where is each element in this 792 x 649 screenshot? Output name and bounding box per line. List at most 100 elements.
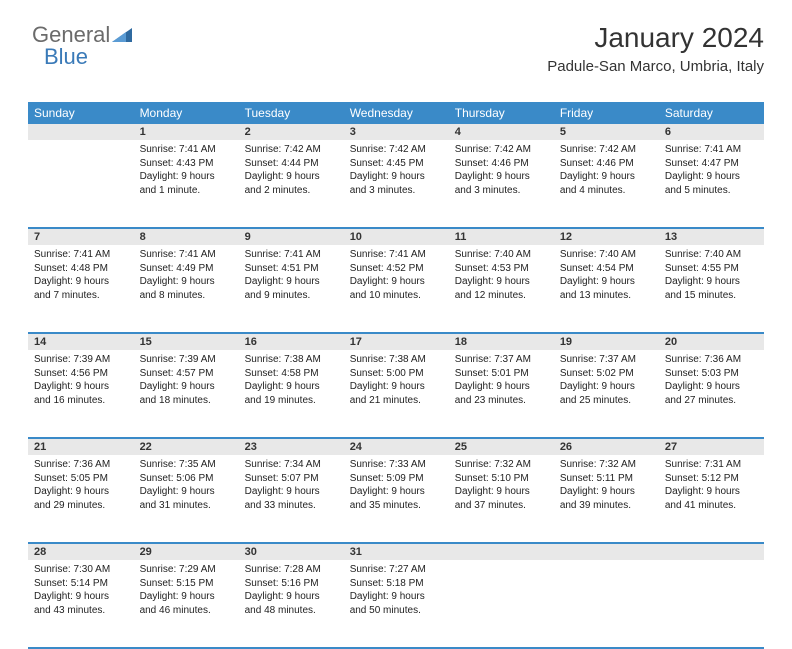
weekday-header: Saturday (658, 102, 763, 124)
daylight-line: Daylight: 9 hours and 29 minutes. (34, 485, 127, 512)
sunrise-line: Sunrise: 7:39 AM (140, 353, 232, 367)
day-number-cell: 17 (343, 333, 448, 350)
sunrise-line: Sunrise: 7:41 AM (665, 143, 757, 157)
day-number-cell: 13 (658, 228, 763, 245)
day-number-cell: 27 (658, 438, 763, 455)
sunset-line: Sunset: 4:46 PM (455, 157, 547, 171)
daynum-row: 78910111213 (28, 228, 764, 245)
daylight-line: Daylight: 9 hours and 4 minutes. (560, 170, 652, 197)
day-content-cell: Sunrise: 7:32 AMSunset: 5:11 PMDaylight:… (553, 455, 658, 543)
day-content-cell (448, 560, 553, 648)
sunset-line: Sunset: 4:57 PM (140, 367, 232, 381)
daylight-line: Daylight: 9 hours and 3 minutes. (455, 170, 547, 197)
sunrise-line: Sunrise: 7:39 AM (34, 353, 127, 367)
sunset-line: Sunset: 4:47 PM (665, 157, 757, 171)
sunset-line: Sunset: 4:56 PM (34, 367, 127, 381)
day-number-cell: 5 (553, 124, 658, 140)
sunrise-line: Sunrise: 7:42 AM (560, 143, 652, 157)
day-number-cell: 18 (448, 333, 553, 350)
day-number-cell: 19 (553, 333, 658, 350)
sunrise-line: Sunrise: 7:32 AM (560, 458, 652, 472)
day-content-cell: Sunrise: 7:41 AMSunset: 4:47 PMDaylight:… (658, 140, 763, 228)
daylight-line: Daylight: 9 hours and 19 minutes. (245, 380, 337, 407)
sunrise-line: Sunrise: 7:42 AM (245, 143, 337, 157)
day-content-cell: Sunrise: 7:29 AMSunset: 5:15 PMDaylight:… (133, 560, 238, 648)
day-content-cell: Sunrise: 7:39 AMSunset: 4:56 PMDaylight:… (28, 350, 133, 438)
sunrise-line: Sunrise: 7:41 AM (34, 248, 127, 262)
day-number-cell: 29 (133, 543, 238, 560)
daylight-line: Daylight: 9 hours and 39 minutes. (560, 485, 652, 512)
sunrise-line: Sunrise: 7:38 AM (245, 353, 337, 367)
weekday-header: Thursday (448, 102, 553, 124)
day-content-cell: Sunrise: 7:41 AMSunset: 4:52 PMDaylight:… (343, 245, 448, 333)
daylight-line: Daylight: 9 hours and 33 minutes. (245, 485, 337, 512)
day-content-cell: Sunrise: 7:40 AMSunset: 4:53 PMDaylight:… (448, 245, 553, 333)
logo-text-blue: Blue (44, 44, 88, 69)
sunset-line: Sunset: 5:10 PM (455, 472, 547, 486)
day-content-cell: Sunrise: 7:31 AMSunset: 5:12 PMDaylight:… (658, 455, 763, 543)
daynum-row: 14151617181920 (28, 333, 764, 350)
day-number-cell: 21 (28, 438, 133, 455)
day-number-cell: 23 (238, 438, 343, 455)
sunset-line: Sunset: 4:46 PM (560, 157, 652, 171)
day-content-cell: Sunrise: 7:40 AMSunset: 4:54 PMDaylight:… (553, 245, 658, 333)
daylight-line: Daylight: 9 hours and 10 minutes. (350, 275, 442, 302)
sunset-line: Sunset: 4:52 PM (350, 262, 442, 276)
sunrise-line: Sunrise: 7:27 AM (350, 563, 442, 577)
day-content-cell: Sunrise: 7:42 AMSunset: 4:44 PMDaylight:… (238, 140, 343, 228)
weekday-header: Monday (133, 102, 238, 124)
sunset-line: Sunset: 5:06 PM (140, 472, 232, 486)
logo-triangle-icon (112, 22, 132, 48)
sunrise-line: Sunrise: 7:36 AM (665, 353, 757, 367)
sunset-line: Sunset: 5:05 PM (34, 472, 127, 486)
day-number-cell: 28 (28, 543, 133, 560)
content-row: Sunrise: 7:41 AMSunset: 4:48 PMDaylight:… (28, 245, 764, 333)
daylight-line: Daylight: 9 hours and 13 minutes. (560, 275, 652, 302)
sunrise-line: Sunrise: 7:32 AM (455, 458, 547, 472)
daynum-row: 123456 (28, 124, 764, 140)
sunrise-line: Sunrise: 7:41 AM (245, 248, 337, 262)
daylight-line: Daylight: 9 hours and 31 minutes. (140, 485, 232, 512)
sunrise-line: Sunrise: 7:40 AM (665, 248, 757, 262)
day-content-cell (28, 140, 133, 228)
daylight-line: Daylight: 9 hours and 23 minutes. (455, 380, 547, 407)
sunset-line: Sunset: 4:45 PM (350, 157, 442, 171)
sunset-line: Sunset: 4:53 PM (455, 262, 547, 276)
sunset-line: Sunset: 5:16 PM (245, 577, 337, 591)
sunset-line: Sunset: 5:11 PM (560, 472, 652, 486)
daylight-line: Daylight: 9 hours and 21 minutes. (350, 380, 442, 407)
daylight-line: Daylight: 9 hours and 12 minutes. (455, 275, 547, 302)
sunset-line: Sunset: 4:43 PM (140, 157, 232, 171)
day-content-cell: Sunrise: 7:38 AMSunset: 4:58 PMDaylight:… (238, 350, 343, 438)
day-number-cell (658, 543, 763, 560)
weekday-header: Wednesday (343, 102, 448, 124)
day-number-cell: 3 (343, 124, 448, 140)
day-number-cell: 2 (238, 124, 343, 140)
day-number-cell: 8 (133, 228, 238, 245)
daylight-line: Daylight: 9 hours and 48 minutes. (245, 590, 337, 617)
sunset-line: Sunset: 4:55 PM (665, 262, 757, 276)
sunrise-line: Sunrise: 7:40 AM (455, 248, 547, 262)
day-content-cell: Sunrise: 7:35 AMSunset: 5:06 PMDaylight:… (133, 455, 238, 543)
daylight-line: Daylight: 9 hours and 37 minutes. (455, 485, 547, 512)
sunrise-line: Sunrise: 7:30 AM (34, 563, 127, 577)
day-content-cell: Sunrise: 7:34 AMSunset: 5:07 PMDaylight:… (238, 455, 343, 543)
day-content-cell: Sunrise: 7:41 AMSunset: 4:43 PMDaylight:… (133, 140, 238, 228)
sunrise-line: Sunrise: 7:42 AM (350, 143, 442, 157)
content-row: Sunrise: 7:30 AMSunset: 5:14 PMDaylight:… (28, 560, 764, 648)
header-right: January 2024 Padule-San Marco, Umbria, I… (547, 22, 764, 75)
day-number-cell (448, 543, 553, 560)
day-number-cell: 6 (658, 124, 763, 140)
sunrise-line: Sunrise: 7:37 AM (455, 353, 547, 367)
sunset-line: Sunset: 5:18 PM (350, 577, 442, 591)
day-content-cell: Sunrise: 7:42 AMSunset: 4:46 PMDaylight:… (553, 140, 658, 228)
weekday-header: Tuesday (238, 102, 343, 124)
day-content-cell: Sunrise: 7:33 AMSunset: 5:09 PMDaylight:… (343, 455, 448, 543)
day-content-cell: Sunrise: 7:41 AMSunset: 4:51 PMDaylight:… (238, 245, 343, 333)
day-number-cell: 16 (238, 333, 343, 350)
daylight-line: Daylight: 9 hours and 41 minutes. (665, 485, 757, 512)
weekday-header: Friday (553, 102, 658, 124)
sunset-line: Sunset: 4:51 PM (245, 262, 337, 276)
day-content-cell: Sunrise: 7:27 AMSunset: 5:18 PMDaylight:… (343, 560, 448, 648)
day-number-cell: 10 (343, 228, 448, 245)
